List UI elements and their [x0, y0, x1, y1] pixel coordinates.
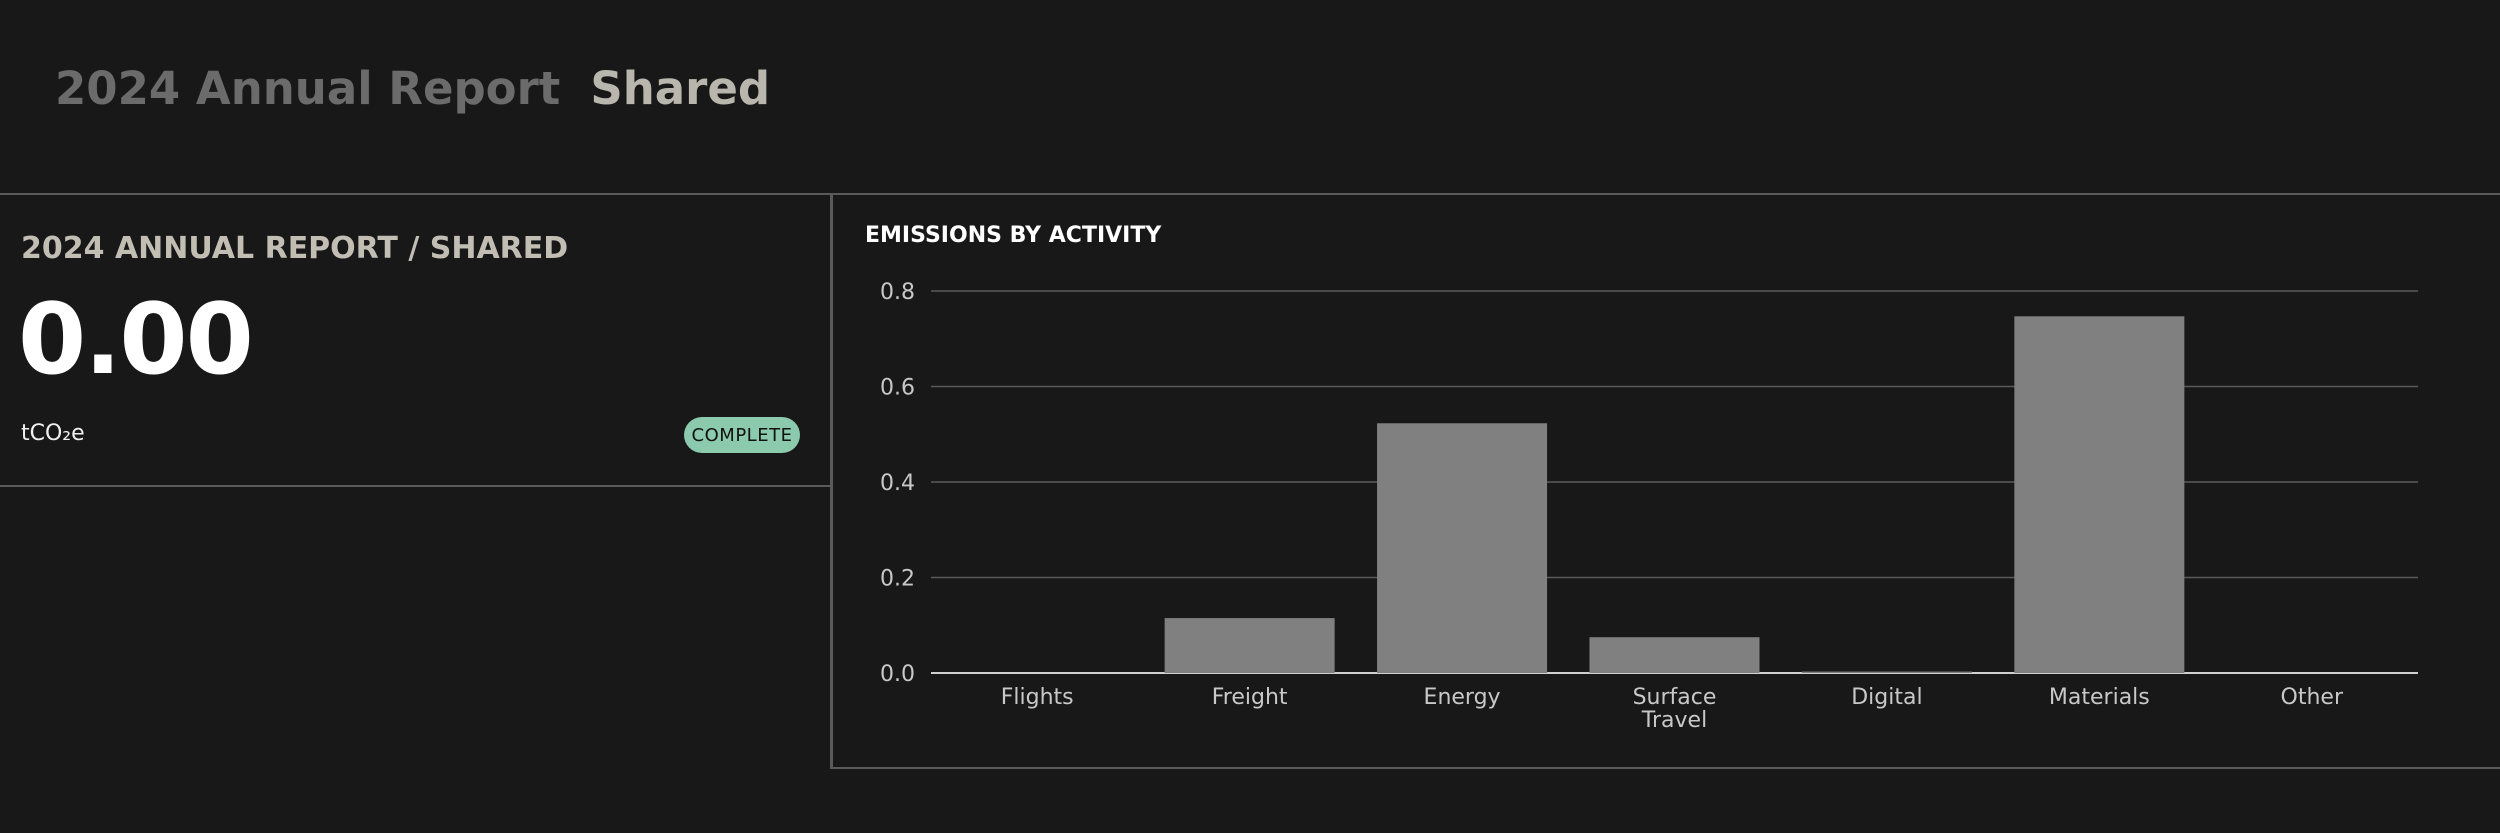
bar-surface-travel[interactable] — [1589, 637, 1760, 673]
header-divider — [0, 193, 2500, 195]
bar-materials[interactable] — [2014, 316, 2185, 673]
chart-x-categories: Flights Freight Energy Surface Travel Digital… — [1001, 685, 2344, 733]
bar-freight[interactable] — [1164, 618, 1335, 673]
chart-bars — [1164, 316, 2185, 673]
y-tick-label-3: 0.6 — [880, 376, 915, 401]
y-tick-label-1: 0.2 — [880, 567, 915, 592]
x-category-label-materials: Materials — [2049, 685, 2150, 710]
x-category-label-flights: Flights — [1001, 685, 1074, 710]
y-tick-label-0: 0.0 — [880, 662, 915, 687]
x-category-label-freight: Freight — [1212, 685, 1288, 710]
status-badge: COMPLETE — [684, 417, 800, 453]
bar-energy[interactable] — [1377, 423, 1548, 673]
chart-title: EMISSIONS BY ACTIVITY — [865, 223, 1162, 248]
x-category-label-energy: Energy — [1424, 685, 1501, 710]
emissions-bar-chart: 0.0 0.2 0.4 0.6 0.8 Flights Freight Energy Surf… — [880, 280, 2418, 733]
chart-gridlines — [931, 290, 2418, 674]
x-category-label-other: Other — [2281, 685, 2344, 710]
total-emissions-value: 0.00 — [18, 283, 254, 397]
emissions-chart-card: EMISSIONS BY ACTIVITY 0.0 0.2 0.4 0.6 0.8 Fl… — [831, 195, 2500, 769]
bar-digital[interactable] — [1801, 671, 1972, 673]
emissions-unit: tCO₂e — [21, 421, 85, 446]
breadcrumb-report-link[interactable]: 2024 Annual Report — [55, 62, 561, 115]
y-tick-label-4: 0.8 — [880, 280, 915, 305]
summary-title: 2024 ANNUAL REPORT / SHARED — [21, 231, 569, 266]
x-category-label-surface-travel: Surface Travel — [1633, 685, 1717, 733]
breadcrumb-current-section: Shared — [590, 62, 771, 115]
breadcrumb: 2024 Annual Report Shared — [55, 62, 770, 122]
y-tick-label-2: 0.4 — [880, 471, 915, 496]
summary-card: 2024 ANNUAL REPORT / SHARED 0.00 tCO₂e C… — [0, 195, 832, 487]
x-category-label-digital: Digital — [1851, 685, 1922, 710]
chart-y-ticks: 0.0 0.2 0.4 0.6 0.8 — [880, 280, 915, 687]
